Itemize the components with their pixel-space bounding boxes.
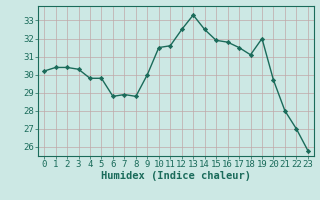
- X-axis label: Humidex (Indice chaleur): Humidex (Indice chaleur): [101, 171, 251, 181]
